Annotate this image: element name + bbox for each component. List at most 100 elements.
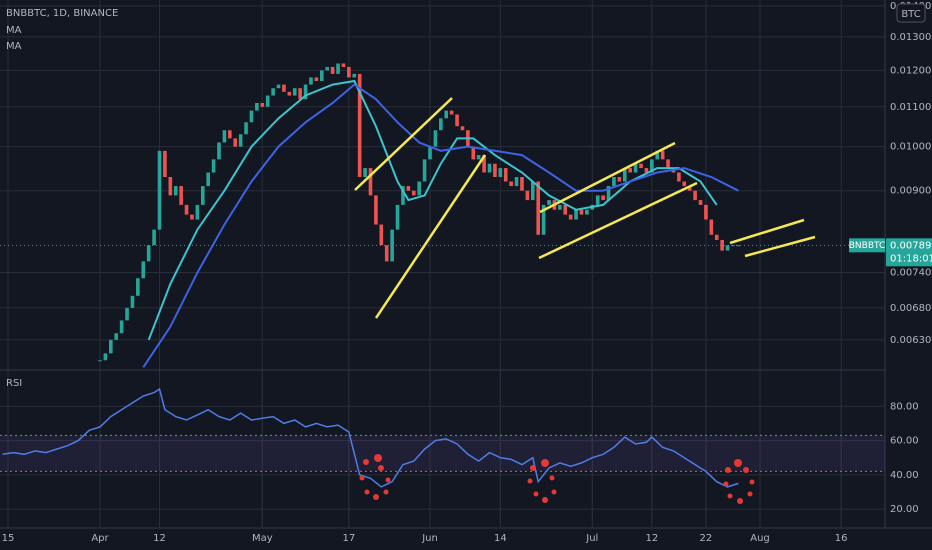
labels: BNBBTC, 1D, BINANCE MA MA RSI <box>6 8 118 389</box>
rsi-markers <box>359 454 755 504</box>
candle <box>493 163 497 177</box>
candle <box>498 168 503 177</box>
candle <box>606 186 611 201</box>
candle <box>568 214 573 220</box>
candle <box>319 70 324 81</box>
candle <box>352 73 357 78</box>
candle <box>173 186 178 196</box>
candle <box>228 130 232 139</box>
candle <box>184 204 189 215</box>
candle <box>260 102 265 107</box>
candle <box>714 234 719 240</box>
marker <box>527 478 533 484</box>
candle <box>271 88 275 96</box>
candle <box>677 172 681 182</box>
candle <box>292 88 297 96</box>
y-tick-label: 80.00 <box>890 401 919 412</box>
currency-badge-text: BTC <box>901 9 920 20</box>
candle <box>125 307 129 321</box>
symbol-badge-text: BNBBTC <box>849 241 886 251</box>
candle <box>276 84 281 89</box>
marker <box>373 494 379 500</box>
candle <box>471 146 476 160</box>
marker <box>725 467 731 473</box>
candle <box>255 102 259 111</box>
moving-average <box>147 79 718 341</box>
candle <box>163 150 167 177</box>
marker <box>359 475 365 481</box>
marker <box>549 475 555 481</box>
candle <box>233 138 238 147</box>
candle <box>363 168 367 177</box>
candle <box>238 134 243 147</box>
candle <box>444 110 449 119</box>
rsi-pane <box>0 372 885 528</box>
candle <box>200 186 205 205</box>
candle <box>514 176 519 187</box>
candle <box>141 261 146 279</box>
candle <box>368 168 373 196</box>
candle <box>460 126 465 131</box>
candle <box>704 204 708 220</box>
trend-line <box>354 97 453 191</box>
candle <box>330 66 335 74</box>
candle <box>119 320 124 334</box>
marker <box>743 467 749 473</box>
candle <box>520 176 524 191</box>
candle <box>428 146 432 160</box>
candle <box>206 172 210 187</box>
candle <box>325 66 330 71</box>
x-tick-label: Jul <box>585 533 598 544</box>
candle <box>130 295 135 308</box>
candle <box>612 176 616 187</box>
x-tick-label: Aug <box>750 533 770 544</box>
candle <box>179 186 183 205</box>
marker <box>530 465 536 471</box>
candle <box>666 159 670 169</box>
candle <box>384 245 389 262</box>
y-tick-label: 0.006300 <box>890 335 932 346</box>
moving-average <box>142 83 739 368</box>
y-tick-label: 40.00 <box>890 470 919 481</box>
y-tick-label: 20.00 <box>890 504 919 515</box>
candle <box>244 122 248 135</box>
candle <box>655 150 660 160</box>
candle <box>406 186 411 191</box>
candle <box>639 163 643 169</box>
x-tick-label: 16 <box>835 533 848 544</box>
marker <box>374 454 382 462</box>
candle <box>411 190 416 196</box>
candle <box>536 181 541 235</box>
candle <box>709 219 714 235</box>
rsi-band <box>0 435 885 472</box>
candle <box>487 163 492 173</box>
candle <box>617 176 622 182</box>
candle <box>314 77 319 81</box>
candle <box>217 142 221 160</box>
trend-line <box>744 235 816 258</box>
candle <box>660 150 665 160</box>
marker <box>737 498 743 504</box>
candle <box>644 168 649 173</box>
candle <box>595 195 600 205</box>
candle <box>265 95 270 107</box>
marker <box>747 491 753 497</box>
candle <box>303 84 308 100</box>
candle <box>190 214 194 220</box>
candle <box>563 204 568 215</box>
marker <box>542 497 548 503</box>
candle <box>541 204 546 235</box>
x-tick-label: 12 <box>153 533 166 544</box>
price-badge-text: 0.007898 <box>890 240 932 251</box>
candle <box>455 114 459 127</box>
candle <box>439 118 443 131</box>
x-tick-label: 22 <box>700 533 713 544</box>
marker <box>723 481 729 487</box>
candle <box>298 88 302 100</box>
candle <box>422 159 427 182</box>
candle <box>222 130 227 143</box>
candle <box>357 73 362 177</box>
candle <box>449 110 454 115</box>
